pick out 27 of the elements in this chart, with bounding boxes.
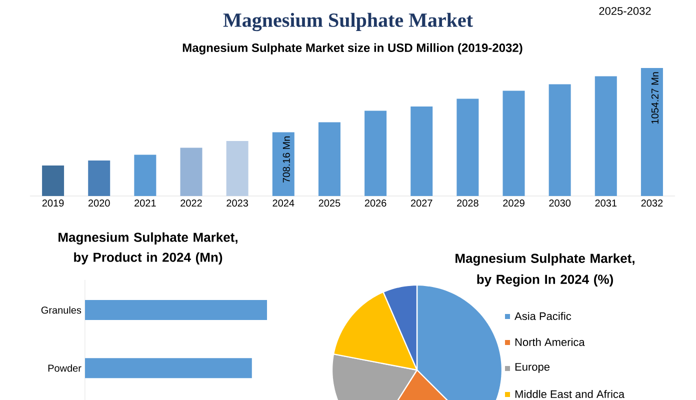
data-label: 1054.27 Mn [651,72,659,124]
chart-title: Magnesium Sulphate Market, by Product in 2024 (Mn) [58,232,238,264]
x-tick-label: 2031 [595,200,617,207]
x-tick-label: 2030 [549,200,571,207]
x-tick-label: 2026 [364,200,386,207]
legend-label: Asia Pacific [514,312,572,320]
legend-label: Europe [515,363,550,373]
x-tick-label: 2024 [272,200,294,207]
x-tick-label: 2025 [318,200,340,207]
chart-title: Magnesium Sulphate Market size in USD Million (2019-2032) [182,43,522,54]
x-tick-label: 2021 [134,200,156,207]
x-tick-label: 2029 [503,200,524,207]
x-tick-label: 2028 [457,200,478,207]
x-tick-label: 2022 [180,200,202,207]
x-tick-label: 2020 [88,200,110,207]
x-tick-label: 2019 [42,200,64,207]
y-tick-label: Powder [48,364,82,372]
x-tick-label: 2027 [410,200,432,207]
text: Magnesium Sulphate Market [223,12,473,32]
data-label: 708.16 Mn [282,136,290,183]
x-tick-label: 2023 [226,200,248,207]
legend-label: North America [515,338,585,346]
y-tick-label: Granules [41,306,82,314]
legend-label: Middle East and Africa [515,390,625,398]
x-tick-label: 2032 [641,200,663,207]
chart-title: Magnesium Sulphate Market, by Region In 2024 (%) [456,253,634,287]
text: 2025-2032 [599,7,651,15]
